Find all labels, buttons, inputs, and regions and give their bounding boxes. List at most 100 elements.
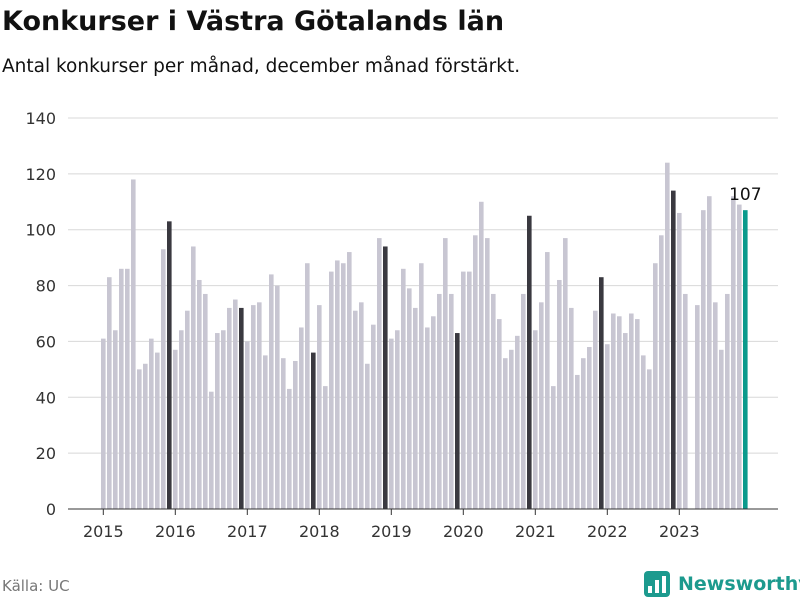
bar [209,391,214,509]
bar [737,204,742,510]
bar [473,235,478,510]
bar [719,349,724,509]
annotations: 107 [729,185,761,205]
x-tick-label: 2017 [227,522,268,541]
bar [425,327,430,509]
bar [491,293,496,509]
bar [293,360,298,509]
bar [617,316,622,509]
bar [347,252,352,510]
bar [707,196,712,509]
bar [449,293,454,509]
bar [203,293,208,509]
bar [629,313,634,509]
bar [701,210,706,509]
x-tick-label: 2016 [155,522,196,541]
bar [113,330,118,509]
bar [173,349,178,509]
source-note: Källa: UC [2,577,70,595]
bar [653,263,658,509]
bar [221,330,226,509]
bar [125,268,130,509]
chart-subtitle: Antal konkurser per månad, december måna… [2,56,521,77]
brand-name: Newsworthy [678,573,800,595]
bar [251,305,256,509]
bar [527,215,532,509]
bar [587,347,592,509]
bar [401,268,406,509]
y-tick-label: 140 [25,109,56,128]
bar [335,260,340,509]
bar [311,352,316,509]
y-tick-label: 20 [36,444,56,463]
brand-logo: Newsworthy [644,570,800,598]
bar [563,238,568,510]
x-axis: 2015 2016 2017 2018 2019 2020 2021 2022 2023 [68,508,778,541]
y-tick-label: 120 [25,165,56,184]
bar [353,310,358,509]
x-tick-label: 2021 [515,522,556,541]
bar-series [101,162,748,510]
bar [647,369,652,509]
bar [341,263,346,509]
bar [581,358,586,509]
bar [137,369,142,509]
y-tick-label: 80 [36,277,56,296]
bar [287,388,292,509]
bar [191,246,196,509]
bar [611,313,616,509]
bar [389,338,394,509]
newsworthy-logo-icon [644,571,670,597]
y-tick-label: 0 [46,500,56,519]
chart-title: Konkurser i Västra Götalands län [2,6,505,37]
bar [695,305,700,509]
bar [725,293,730,509]
bar [659,235,664,510]
bar [329,271,334,509]
bar [107,277,112,509]
x-tick-label: 2023 [659,522,700,541]
y-tick-label: 60 [36,332,56,351]
bar [407,288,412,509]
bar [227,307,232,509]
data-label-latest: 107 [729,185,761,205]
bar [671,190,676,509]
bar [455,333,460,509]
bar [431,316,436,509]
bar [533,330,538,509]
bar [545,252,550,510]
bar [371,324,376,509]
y-axis: 0 20 40 60 80 100 120 140 [25,109,56,519]
bar [305,263,310,509]
bar [665,162,670,509]
bar [383,246,388,509]
bar [593,310,598,509]
bar [731,196,736,509]
bar [683,293,688,509]
bar [557,279,562,509]
bar [677,212,682,509]
bar [323,386,328,509]
bar [257,302,262,509]
bar [245,341,250,509]
bar [641,355,646,509]
bar [467,271,472,509]
bar [713,302,718,509]
bar [149,338,154,509]
bar [281,358,286,509]
bar [317,305,322,509]
bar [359,302,364,509]
bar [239,307,244,509]
bar [197,279,202,509]
bar [509,349,514,509]
bar [605,344,610,509]
x-tick-label: 2022 [587,522,628,541]
bar [377,238,382,510]
bar [635,319,640,509]
bar [185,310,190,509]
bar [365,363,370,509]
bar [461,271,466,509]
bar [179,330,184,509]
bar [413,307,418,509]
